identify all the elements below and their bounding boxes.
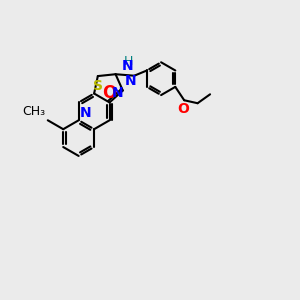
Text: N: N	[111, 86, 123, 100]
Text: O: O	[102, 84, 117, 102]
Text: CH₃: CH₃	[22, 105, 45, 118]
Text: S: S	[93, 79, 103, 93]
Text: N: N	[124, 74, 136, 88]
Text: O: O	[178, 102, 190, 116]
Text: N: N	[80, 106, 92, 120]
Text: N: N	[122, 59, 133, 73]
Text: H: H	[124, 55, 133, 68]
